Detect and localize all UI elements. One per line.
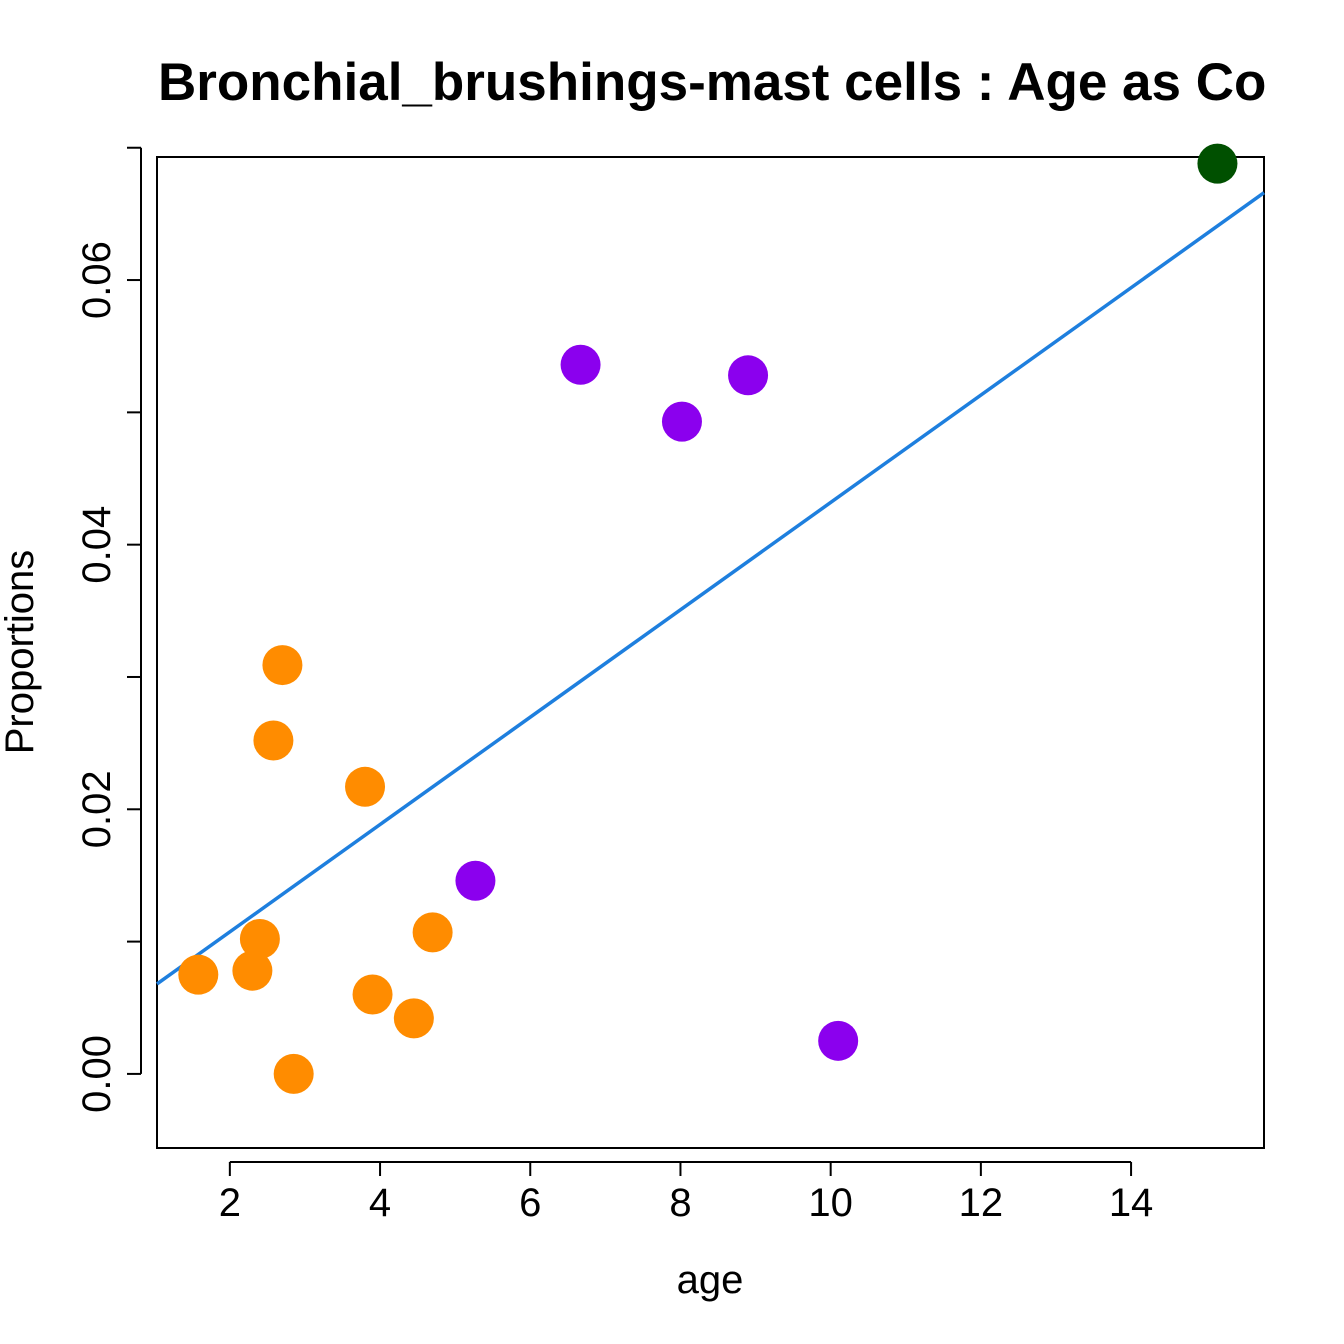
data-point bbox=[262, 645, 303, 686]
data-point bbox=[253, 720, 294, 761]
x-axis-label: age bbox=[677, 1258, 744, 1302]
x-tick-label: 6 bbox=[519, 1181, 541, 1225]
chart-title: Bronchial_brushings-mast cells : Age as … bbox=[158, 53, 1266, 112]
data-point bbox=[393, 998, 434, 1039]
data-point bbox=[728, 355, 769, 396]
y-tick-label: 0.02 bbox=[75, 770, 119, 848]
x-tick-label: 4 bbox=[369, 1181, 391, 1225]
x-tick-label: 2 bbox=[219, 1181, 241, 1225]
y-tick-label: 0.00 bbox=[75, 1035, 119, 1113]
x-tick-label: 12 bbox=[959, 1181, 1004, 1225]
data-point bbox=[352, 974, 393, 1015]
data-point bbox=[239, 918, 280, 959]
data-point bbox=[273, 1053, 314, 1094]
data-point bbox=[1197, 143, 1238, 184]
data-point bbox=[661, 401, 702, 442]
data-point bbox=[455, 860, 496, 901]
x-axis: 2 4 6 8 10 12 14 bbox=[219, 1161, 1154, 1225]
data-point bbox=[560, 344, 601, 385]
data-point bbox=[178, 954, 219, 995]
data-point bbox=[232, 950, 273, 991]
data-point bbox=[345, 766, 386, 807]
y-axis: 0.00 0.02 0.04 0.06 bbox=[75, 146, 142, 1113]
x-tick-label: 8 bbox=[669, 1181, 691, 1225]
plot-frame bbox=[156, 156, 1265, 1149]
fit-line-layer bbox=[155, 191, 1266, 986]
data-point bbox=[818, 1020, 859, 1061]
regression-line bbox=[155, 191, 1266, 986]
x-tick-label: 14 bbox=[1109, 1181, 1154, 1225]
points-layer bbox=[178, 143, 1238, 1094]
y-tick-label: 0.04 bbox=[75, 506, 119, 584]
y-tick-label: 0.06 bbox=[75, 241, 119, 319]
x-tick-label: 10 bbox=[808, 1181, 853, 1225]
data-point bbox=[412, 912, 453, 953]
y-axis-label: Proportions bbox=[0, 550, 42, 755]
